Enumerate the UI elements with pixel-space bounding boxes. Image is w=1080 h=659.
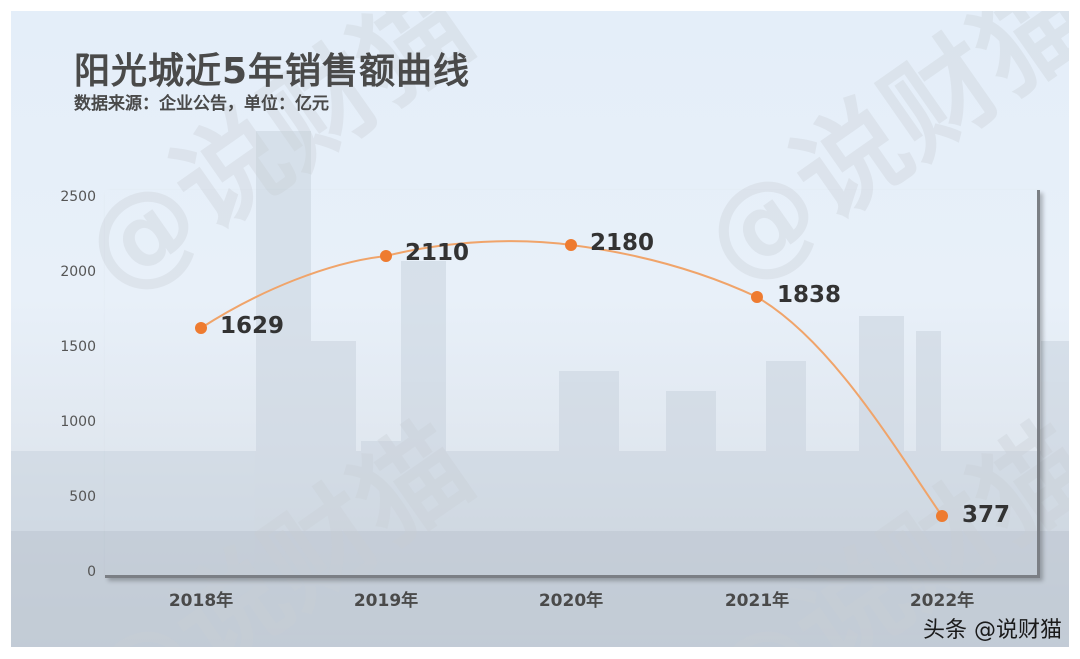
y-tick-label: 0 — [87, 564, 96, 580]
y-tick-label: 1000 — [60, 414, 96, 430]
city-skyline-background — [11, 131, 1069, 647]
y-tick-label: 1500 — [60, 339, 96, 355]
data-point-2018 — [195, 322, 207, 334]
y-tick-label: 500 — [69, 489, 96, 505]
data-point-2021 — [751, 291, 763, 303]
chart-subtitle: 数据来源：企业公告，单位：亿元 — [74, 94, 329, 114]
x-tick-label: 2021年 — [724, 591, 790, 611]
source-credit: 头条 @说财猫 — [923, 618, 1062, 643]
x-tick-label: 2022年 — [909, 591, 975, 611]
data-label-2018: 1629 — [220, 313, 285, 339]
data-label-2019: 2110 — [405, 240, 470, 266]
data-point-2019 — [380, 250, 392, 262]
chart-card: @说财猫 @说财猫 @说财猫 @说财猫 — [11, 11, 1069, 647]
data-label-2022: 377 — [962, 502, 1011, 528]
data-point-2020 — [565, 239, 577, 251]
y-tick-label: 2500 — [60, 189, 96, 205]
data-label-2021: 1838 — [777, 282, 842, 308]
y-tick-label: 2000 — [60, 264, 96, 280]
x-tick-label: 2019年 — [353, 591, 419, 611]
x-tick-label: 2020年 — [538, 591, 604, 611]
plot-area-frame — [105, 190, 1040, 578]
data-point-2022 — [936, 510, 948, 522]
x-tick-label: 2018年 — [168, 591, 234, 611]
chart-title: 阳光城近5年销售额曲线 — [74, 51, 471, 92]
data-label-2020: 2180 — [590, 230, 655, 256]
sales-curve — [200, 240, 943, 517]
